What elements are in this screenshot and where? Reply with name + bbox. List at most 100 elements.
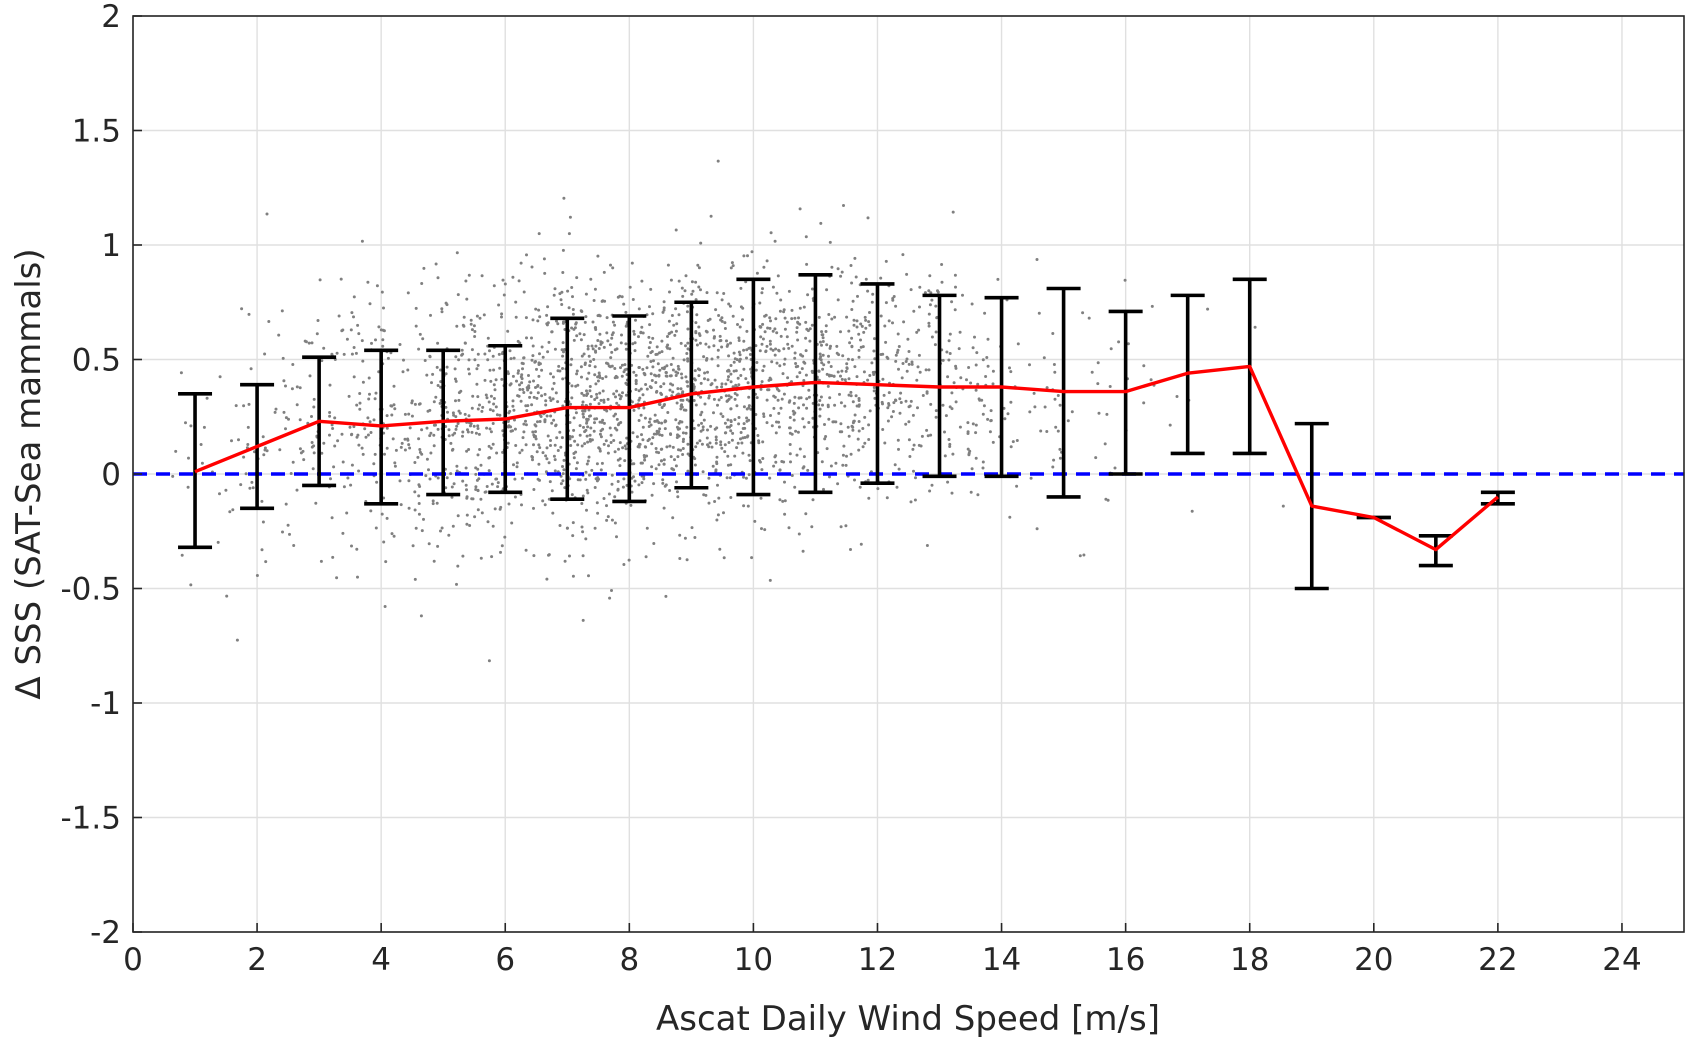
scatter-point [574,411,578,415]
scatter-point [179,371,183,375]
scatter-point [897,447,900,451]
scatter-point [385,414,389,418]
scatter-point [781,499,785,503]
scatter-point [762,412,766,416]
scatter-point [648,385,652,389]
scatter-point [851,425,855,429]
scatter-point [954,364,958,368]
scatter-point [575,334,579,338]
scatter-point [568,421,572,424]
scatter-point [591,320,595,324]
scatter-point [644,555,648,559]
scatter-point [420,282,424,285]
scatter-point [783,316,787,320]
scatter-point [976,382,980,386]
scatter-point [640,433,643,437]
scatter-point [905,357,909,361]
scatter-point [770,424,774,428]
scatter-point [807,395,811,399]
scatter-point [590,438,594,442]
scatter-point [632,475,635,479]
scatter-point [507,502,511,506]
scatter-point [668,290,671,294]
scatter-point [845,315,849,319]
scatter-point [891,321,894,325]
scatter-point [927,312,931,316]
scatter-point [544,403,548,407]
scatter-point [472,424,476,428]
scatter-point [768,339,772,343]
scatter-point [682,408,686,412]
scatter-point [671,356,675,360]
scatter-point [745,407,749,411]
scatter-point [463,412,467,416]
scatter-point [769,231,773,235]
scatter-point [591,347,595,351]
scatter-point [318,278,322,282]
scatter-point [417,347,421,351]
scatter-point [886,406,890,410]
scatter-point [736,376,740,380]
scatter-point [863,315,867,319]
scatter-point [531,344,535,348]
scatter-point [335,351,339,355]
scatter-point [850,281,854,285]
scatter-point [531,430,535,434]
scatter-point [247,402,251,406]
scatter-point [598,432,602,436]
scatter-point [488,349,491,353]
scatter-point [1090,370,1094,374]
scatter-point [804,320,808,324]
scatter-point [261,520,265,524]
scatter-point [549,414,553,418]
scatter-point [726,454,730,458]
scatter-point [585,417,589,421]
scatter-point [284,384,287,388]
scatter-point [645,454,649,458]
scatter-point [750,250,754,254]
scatter-point [342,485,346,489]
scatter-point [383,452,386,456]
scatter-point [634,373,638,377]
scatter-point [1058,403,1062,407]
scatter-point [681,440,685,443]
scatter-point [476,467,480,471]
scatter-point [1033,405,1037,409]
scatter-point [453,367,457,371]
scatter-point [572,456,576,460]
scatter-point [530,403,534,407]
scatter-point [560,303,564,306]
scatter-point [674,464,678,468]
scatter-point [1006,412,1010,416]
scatter-point [786,342,790,346]
scatter-point [724,394,728,398]
scatter-point [762,364,766,368]
scatter-point [490,555,494,559]
scatter-point [467,273,471,277]
scatter-point [592,429,596,433]
scatter-point [797,532,801,536]
scatter-point [414,526,418,530]
scatter-point [454,379,458,383]
scatter-point [656,431,660,435]
scatter-point [1029,476,1033,480]
scatter-point [491,442,495,446]
scatter-point [538,352,541,356]
scatter-point [606,515,610,519]
scatter-point [520,448,524,452]
scatter-point [479,497,483,501]
scatter-point [758,325,762,328]
scatter-point [517,279,521,283]
scatter-point [355,547,359,551]
scatter-point [598,447,602,451]
scatter-point [450,485,454,489]
scatter-point [455,424,459,428]
scatter-point [411,544,415,548]
scatter-point [845,454,848,458]
scatter-point [710,445,714,449]
scatter-point [556,400,560,404]
scatter-point [548,396,552,400]
scatter-point [727,394,731,398]
scatter-point [682,358,686,362]
scatter-point [284,427,287,431]
